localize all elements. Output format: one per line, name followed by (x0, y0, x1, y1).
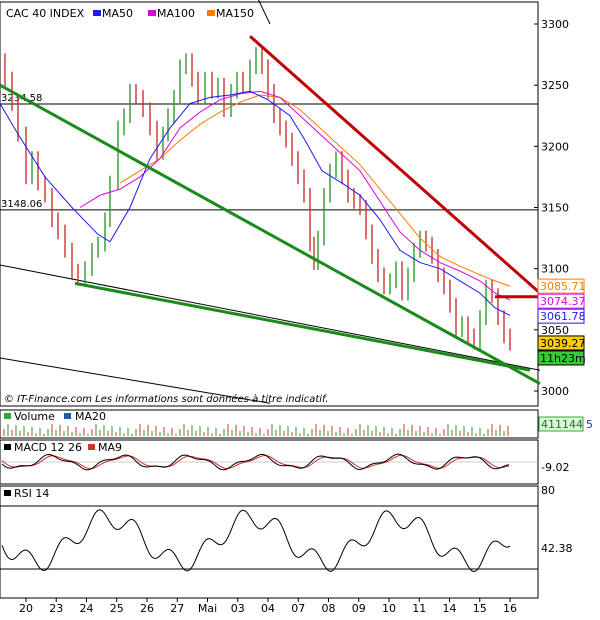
volume-bars (3, 424, 509, 436)
y-tick-label: 3000 (541, 385, 569, 398)
x-tick-label: 23 (49, 602, 63, 615)
ma150-line (119, 94, 511, 287)
value-label-box (537, 308, 585, 324)
ma50-line (0, 90, 511, 316)
lower-support-trendline (0, 83, 541, 385)
value-label-box (537, 278, 585, 294)
x-axis: 20 23 24 25 26 27 Mai 03 04 07 08 09 10 11 14 15 16 (19, 598, 517, 615)
macd-signal-line (1, 454, 510, 470)
y-tick-label: 3300 (541, 18, 569, 31)
value-label: 3085.71 (540, 280, 586, 293)
volume-ma-swatch (64, 413, 71, 419)
ma100-legend: MA100 (157, 7, 195, 20)
ma150-legend: MA150 (216, 7, 254, 20)
value-label: 3074.37 (540, 295, 586, 308)
ma100-line (79, 90, 511, 301)
value-label: 3039.27 (540, 337, 586, 350)
value-label-box (537, 335, 585, 351)
x-tick-label: 25 (110, 602, 124, 615)
lower-support-2-trendline (74, 281, 531, 372)
main-panel-frame (0, 1, 539, 407)
y-tick-label: 3150 (541, 202, 569, 215)
macd-lines (0, 453, 538, 471)
main-plot-layer: 3234.583148.06 (0, 0, 541, 404)
x-tick-label: 03 (231, 602, 245, 615)
macd-main-line (1, 453, 510, 471)
macd-ma-label: MA9 (98, 441, 122, 454)
rsi-value: 42.38 (541, 542, 573, 555)
instrument-title: CAC 40 INDEX (6, 7, 85, 20)
value-label: 11h23m (540, 352, 586, 365)
y-tick-label: 3100 (541, 263, 569, 276)
macd-label: MACD 12 26 (14, 441, 82, 454)
x-tick-label: 15 (473, 602, 487, 615)
macd-value: -9.02 (541, 461, 569, 474)
x-tick-label: 07 (291, 602, 305, 615)
rsi-label: RSI 14 (14, 487, 49, 500)
x-tick-label: 11 (412, 602, 426, 615)
rsi-line (0, 505, 538, 573)
ma50-legend: MA50 (102, 7, 133, 20)
rsi-swatch (4, 490, 11, 496)
thin-trendline (0, 357, 271, 404)
upper-resistance-trendline (249, 35, 541, 295)
ma50-legend-swatch (93, 10, 101, 16)
x-tick-label: 14 (443, 602, 457, 615)
ma150-legend-swatch (207, 10, 215, 16)
value-label-box (537, 293, 585, 309)
x-tick-label: 26 (140, 602, 154, 615)
value-label: 3061.78 (540, 310, 586, 323)
x-tick-label: 04 (261, 602, 275, 615)
thin-trendline (0, 264, 541, 371)
rsi-line-path (1, 509, 511, 573)
value-label-box (537, 350, 585, 366)
x-tick-label: 16 (503, 602, 517, 615)
y-tick-label: 3250 (541, 79, 569, 92)
rsi-panel-frame (0, 485, 539, 599)
volume-label: Volume (14, 410, 55, 423)
ma100-legend-swatch (148, 10, 156, 16)
volume-value-box (538, 416, 584, 432)
volume-extra: 5 (586, 418, 593, 431)
x-tick-label: 20 (19, 602, 33, 615)
y-tick-label: 3050 (541, 324, 569, 337)
volume-panel-frame (0, 409, 539, 439)
volume-swatch (4, 413, 11, 419)
x-tick-label: 09 (352, 602, 366, 615)
macd-ma-swatch (88, 444, 95, 450)
horizontal-level-label: 3148.06 (1, 199, 42, 210)
macd-swatch (4, 444, 11, 450)
x-tick-label: Mai (198, 602, 217, 615)
volume-ma-label: MA20 (75, 410, 106, 423)
footer-note: © IT-Finance.com Les informations sont d… (4, 393, 329, 405)
y-tick-label: 3200 (541, 140, 569, 153)
y-axis: 3000 3050 3100 3150 3200 3250 3300 3085.71 3074.… (534, 18, 586, 398)
volume-value: 411144 (541, 418, 583, 431)
x-tick-label: 24 (80, 602, 94, 615)
x-tick-label: 08 (322, 602, 336, 615)
rsi-top-tick: 80 (541, 484, 555, 497)
x-tick-label: 27 (170, 602, 184, 615)
x-tick-label: 10 (382, 602, 396, 615)
